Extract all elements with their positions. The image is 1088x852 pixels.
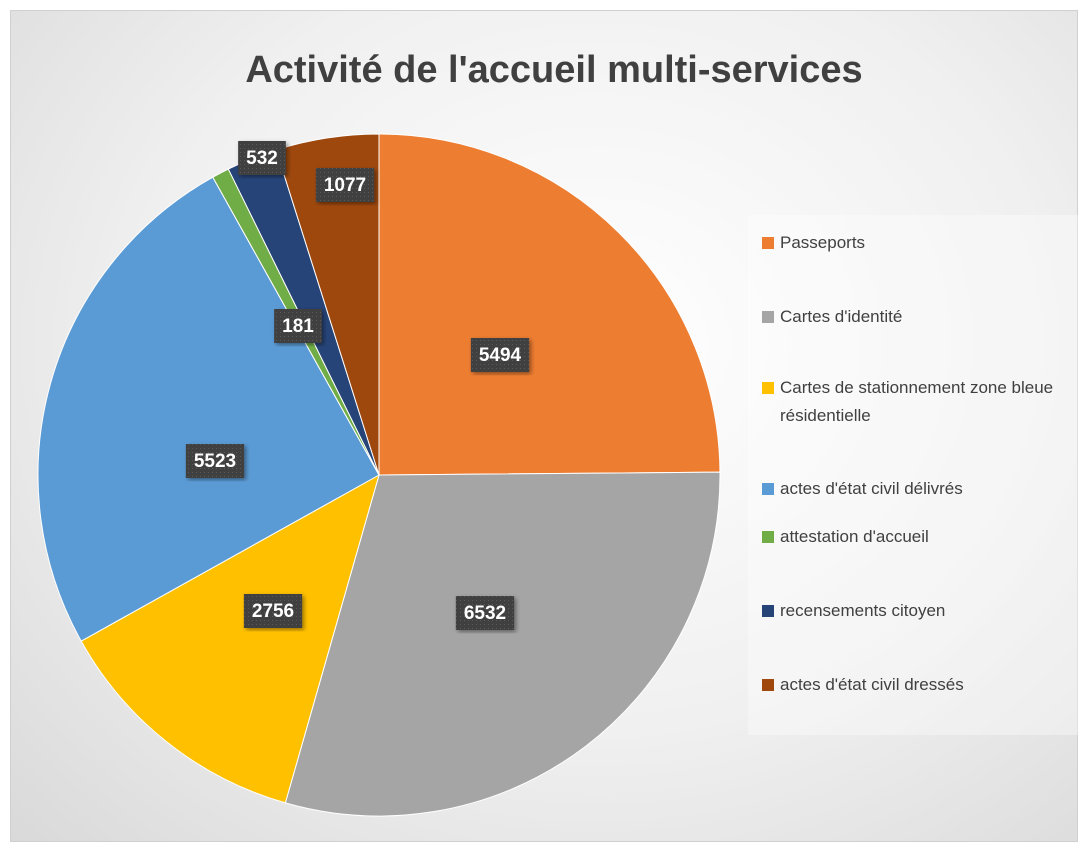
legend-swatch bbox=[762, 531, 774, 543]
legend-swatch bbox=[762, 382, 774, 394]
data-label-group: 181 bbox=[274, 309, 322, 343]
legend-swatch bbox=[762, 237, 774, 249]
legend-item: Cartes de stationnement zone bleue résid… bbox=[762, 374, 1072, 430]
legend-item: Cartes d'identité bbox=[762, 303, 1072, 331]
legend-item: attestation d'accueil bbox=[762, 523, 1072, 551]
legend-item: Passeports bbox=[762, 229, 1072, 257]
pie-slice bbox=[378, 133, 721, 476]
data-label-box bbox=[470, 338, 530, 372]
data-label-group: 2756 bbox=[243, 594, 303, 628]
data-label-group: 5523 bbox=[185, 444, 245, 478]
data-label: 6532 bbox=[464, 603, 506, 624]
legend-label: attestation d'accueil bbox=[780, 527, 929, 546]
pie-slice bbox=[80, 473, 380, 804]
data-label-box bbox=[238, 141, 286, 175]
data-label: 532 bbox=[246, 148, 278, 169]
data-label-box bbox=[455, 596, 515, 630]
legend-label: Cartes de stationnement zone bleue résid… bbox=[780, 378, 1054, 425]
data-label-group: 1077 bbox=[315, 168, 375, 202]
legend: Passeports Cartes d'identité Cartes de sta… bbox=[748, 215, 1078, 735]
legend-swatch bbox=[762, 605, 774, 617]
legend-item: actes d'état civil délivrés bbox=[762, 475, 1072, 503]
legend-label: Passeports bbox=[780, 233, 866, 252]
legend-item: recensements citoyen bbox=[762, 597, 1072, 625]
legend-label: actes d'état civil délivrés bbox=[780, 479, 963, 498]
data-label-box bbox=[274, 309, 322, 343]
pie-slice bbox=[284, 471, 721, 817]
pie-slice bbox=[37, 176, 380, 642]
legend-item: actes d'état civil dressés bbox=[762, 671, 1072, 699]
legend-swatch bbox=[762, 679, 774, 691]
legend-swatch bbox=[762, 311, 774, 323]
data-label: 5494 bbox=[479, 345, 522, 366]
data-label: 1077 bbox=[324, 175, 366, 196]
data-label: 5523 bbox=[194, 451, 236, 472]
data-label-group: 5494 bbox=[470, 338, 530, 372]
legend-label: actes d'état civil dressés bbox=[780, 675, 964, 694]
data-label: 2756 bbox=[252, 601, 294, 622]
data-label: 181 bbox=[282, 316, 314, 337]
data-label-group: 6532 bbox=[455, 596, 515, 630]
legend-label: recensements citoyen bbox=[780, 601, 946, 620]
data-label-box bbox=[243, 594, 303, 628]
chart-title: Activité de l'accueil multi-services bbox=[245, 49, 862, 91]
data-label-box bbox=[315, 168, 375, 202]
data-label-group: 532 bbox=[238, 141, 286, 175]
data-label-box bbox=[185, 444, 245, 478]
legend-label: Cartes d'identité bbox=[780, 307, 903, 326]
legend-swatch bbox=[762, 483, 774, 495]
